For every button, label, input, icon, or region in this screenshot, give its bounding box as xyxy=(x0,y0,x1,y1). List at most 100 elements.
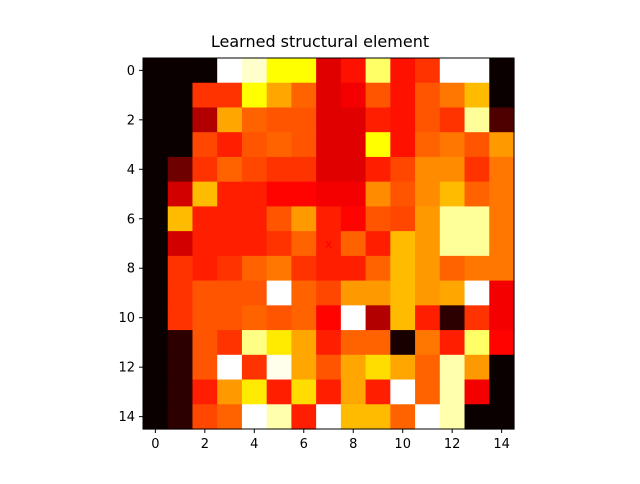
heatmap-cell xyxy=(316,58,342,84)
heatmap-cell xyxy=(489,379,515,405)
y-tick-label: 2 xyxy=(127,113,135,128)
heatmap-cell xyxy=(316,404,342,430)
heatmap-cell xyxy=(489,206,515,232)
heatmap-cell xyxy=(415,132,441,158)
heatmap-cell xyxy=(365,107,391,133)
heatmap-cell xyxy=(390,206,416,232)
heatmap-cell xyxy=(192,231,218,257)
heatmap-cell xyxy=(143,379,169,405)
heatmap-cell xyxy=(464,330,490,356)
heatmap-cell xyxy=(464,58,490,84)
heatmap-cell xyxy=(340,107,367,133)
heatmap-cell xyxy=(291,58,317,84)
heatmap-cell xyxy=(241,255,268,282)
heatmap-cell xyxy=(340,280,367,306)
heatmap-cell xyxy=(415,156,441,183)
heatmap-cell xyxy=(241,305,268,331)
heatmap-cell xyxy=(415,404,441,430)
heatmap-cell xyxy=(340,156,367,183)
heatmap-cell xyxy=(390,404,416,430)
x-tick-label: 14 xyxy=(493,437,510,452)
heatmap-cell xyxy=(340,354,367,381)
heatmap-cell xyxy=(464,404,490,430)
heatmap-cell xyxy=(316,156,342,183)
heatmap-cell xyxy=(192,206,218,232)
heatmap-cell xyxy=(464,379,490,405)
heatmap-cell xyxy=(217,231,243,257)
heatmap-cell xyxy=(316,305,342,331)
heatmap-cell xyxy=(143,231,169,257)
heatmap-cell xyxy=(143,181,169,207)
heatmap-cell xyxy=(143,58,169,84)
heatmap-cell xyxy=(266,181,292,207)
heatmap-cell xyxy=(217,82,243,109)
heatmap-cell xyxy=(241,206,268,232)
heatmap-cell xyxy=(217,58,243,84)
axes-frame xyxy=(142,57,515,430)
heatmap-cell xyxy=(291,231,317,257)
heatmap-cell xyxy=(266,58,292,84)
heatmap-cell xyxy=(464,280,490,306)
heatmap-cell xyxy=(365,379,391,405)
heatmap-cell xyxy=(439,330,466,356)
heatmap-cell xyxy=(415,82,441,109)
heatmap-cell xyxy=(143,255,169,282)
heatmap-cell xyxy=(266,132,292,158)
heatmap-cell xyxy=(316,82,342,109)
heatmap-cell xyxy=(291,404,317,430)
heatmap-cell xyxy=(390,181,416,207)
heatmap-cell xyxy=(365,354,391,381)
heatmap-cell xyxy=(365,280,391,306)
heatmap-cell xyxy=(241,132,268,158)
heatmap-cell xyxy=(217,181,243,207)
heatmap-cell xyxy=(439,181,466,207)
chart-title: Learned structural element xyxy=(210,32,430,51)
heatmap-cell xyxy=(143,82,169,109)
heatmap-cell xyxy=(192,58,218,84)
heatmap-cell xyxy=(167,305,194,331)
heatmap-cell xyxy=(415,305,441,331)
heatmap-cell xyxy=(489,305,515,331)
heatmap-cell xyxy=(266,156,292,183)
heatmap-cell xyxy=(316,354,342,381)
heatmap-cell xyxy=(291,330,317,356)
heatmap-cell xyxy=(192,156,218,183)
heatmap-cell xyxy=(489,354,515,381)
heatmap-cell xyxy=(489,107,515,133)
heatmap-cell xyxy=(415,107,441,133)
heatmap-cell xyxy=(439,82,466,109)
y-tick-label: 10 xyxy=(118,311,135,326)
heatmap-cell xyxy=(464,231,490,257)
heatmap-cell xyxy=(291,255,317,282)
heatmap-cells xyxy=(143,58,515,430)
x-axis-ticks: 0 2 4 6 8 10 12 14 xyxy=(151,429,510,452)
heatmap-cell xyxy=(217,206,243,232)
heatmap-cell xyxy=(316,330,342,356)
heatmap-cell xyxy=(217,305,243,331)
heatmap-cell xyxy=(143,354,169,381)
heatmap-cell xyxy=(464,181,490,207)
heatmap-cell xyxy=(291,82,317,109)
heatmap-cell xyxy=(489,255,515,282)
heatmap-cell xyxy=(464,156,490,183)
heatmap-cell xyxy=(365,206,391,232)
heatmap-cell xyxy=(365,156,391,183)
heatmap-cell xyxy=(266,82,292,109)
heatmap-cell xyxy=(266,206,292,232)
heatmap-cell xyxy=(217,404,243,430)
heatmap-cell xyxy=(439,354,466,381)
heatmap-cell xyxy=(390,280,416,306)
heatmap-cell xyxy=(291,156,317,183)
heatmap-cell xyxy=(143,156,169,183)
x-tick-label: 0 xyxy=(151,437,159,452)
heatmap-cell xyxy=(390,132,416,158)
heatmap-cell xyxy=(143,132,169,158)
heatmap-cell xyxy=(365,132,391,158)
heatmap-cell xyxy=(167,82,194,109)
heatmap-cell xyxy=(192,82,218,109)
heatmap-cell xyxy=(316,206,342,232)
heatmap-cell xyxy=(192,107,218,133)
heatmap-cell xyxy=(192,132,218,158)
heatmap-cell xyxy=(365,82,391,109)
heatmap-cell xyxy=(241,181,268,207)
